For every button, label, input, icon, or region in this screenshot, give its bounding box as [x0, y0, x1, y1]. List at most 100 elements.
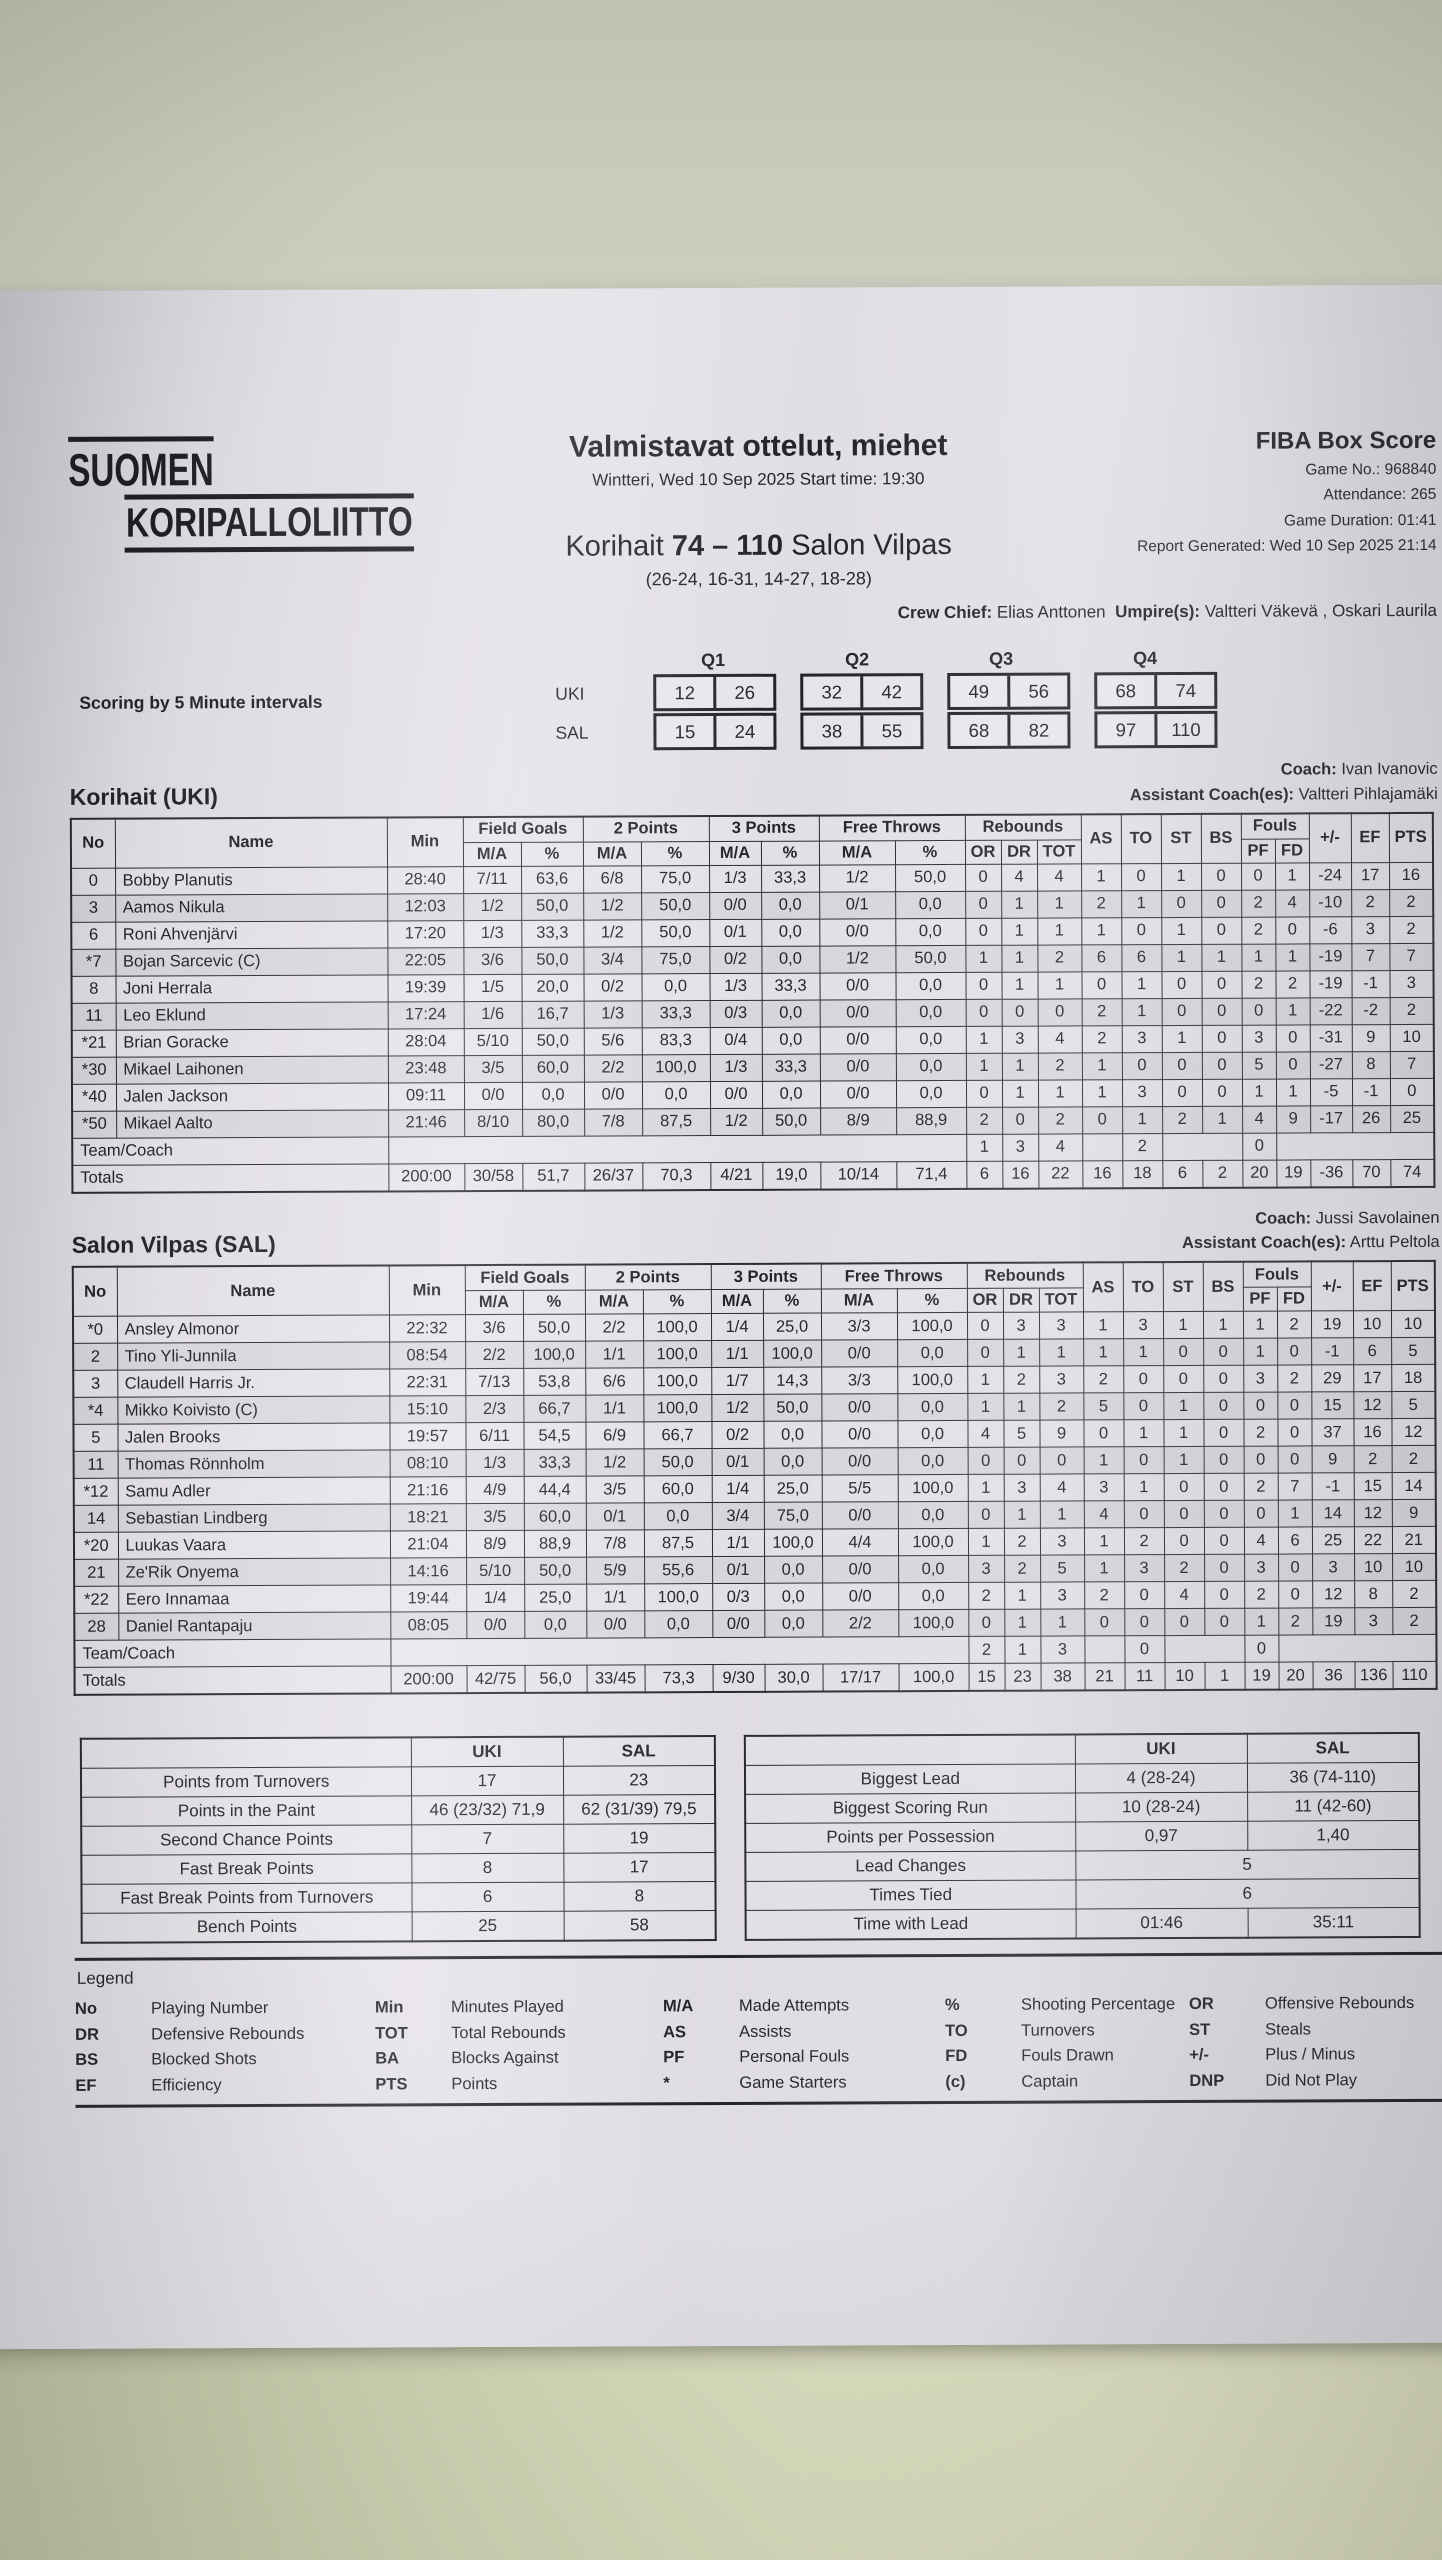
stats-value-sal: 36 (74-110) — [1246, 1762, 1420, 1793]
away-team-name: Salon Vilpas — [791, 528, 952, 562]
cell-no: 21 — [74, 1559, 119, 1587]
cell-no: *21 — [71, 1029, 116, 1057]
totals-row: Totals 200:00 42/75 56,0 33/45 73,3 9/30 30,0 17… — [74, 1661, 1437, 1695]
col-ma: M/A — [710, 1289, 763, 1314]
cell-or: 1 — [965, 1025, 1002, 1053]
col-bs: BS — [1200, 813, 1242, 863]
cell-3p-pct: 25,0 — [763, 1475, 822, 1503]
cell-to: 0 — [1123, 1392, 1164, 1420]
cell-pf: 0 — [1241, 862, 1276, 890]
stats-label: Points from Turnovers — [80, 1766, 412, 1798]
col-or: OR — [966, 1288, 1003, 1313]
cell-3p-pct: 0,0 — [764, 1583, 823, 1611]
cell-to: 2 — [1123, 1527, 1165, 1555]
cell-ft-pct: 100,0 — [897, 1474, 968, 1502]
cell-min: 17:24 — [387, 1001, 464, 1029]
cell-pf: 2 — [1241, 889, 1276, 917]
col-ma: M/A — [462, 841, 522, 867]
cell-as: 3 — [1083, 1473, 1124, 1501]
cell-ef: -1 — [1351, 970, 1390, 998]
cell-pts: 16 — [1389, 861, 1434, 890]
cell-to: 3 — [1124, 1554, 1165, 1582]
cell-or: 0 — [965, 863, 1002, 891]
cell-bs: 0 — [1203, 1446, 1244, 1474]
legend-abbr: BS — [75, 2050, 99, 2070]
col-group-fouls: Fouls — [1242, 1261, 1311, 1288]
interval-score-cell: 68 — [950, 714, 1011, 746]
cell-3p-ma: 1/4 — [711, 1475, 764, 1503]
cell-ef: 7 — [1351, 943, 1390, 971]
cell-3p-ma: 0/2 — [709, 945, 762, 974]
interval-quarter-box: 12 26 — [653, 673, 777, 712]
cell-fd: 6 — [1277, 1526, 1313, 1555]
cell-fg-pct: 54,5 — [523, 1422, 586, 1450]
cell-dr: 1 — [1004, 1636, 1041, 1664]
cell-as — [1084, 1635, 1125, 1663]
cell-ef: 12 — [1353, 1499, 1392, 1527]
cell-min: 09:11 — [387, 1082, 465, 1110]
cell-min: 22:31 — [389, 1368, 466, 1396]
cell-ft-pct: 100,0 — [897, 1366, 968, 1394]
stats-value-merged: 5 — [1075, 1849, 1420, 1880]
cell-as: 5 — [1083, 1392, 1124, 1420]
col-ma: M/A — [584, 1289, 643, 1315]
crew-chief-label: Crew Chief: — [897, 602, 993, 623]
crew-chief-name: Elias Anttonen — [996, 602, 1106, 622]
cell-to: 0 — [1123, 1365, 1164, 1393]
cell-min: 18:21 — [389, 1503, 466, 1531]
cell-as: 1 — [1083, 1311, 1124, 1339]
cell-as: 1 — [1083, 1446, 1124, 1474]
cell-2p-pct: 75,0 — [641, 865, 710, 893]
cell-2p-ma: 7/8 — [584, 1108, 643, 1136]
legend-abbr: OR — [1188, 1994, 1214, 2013]
cell-or: 2 — [966, 1106, 1003, 1134]
cell-fg-ma: 3/6 — [463, 946, 522, 975]
legend-column: OR Offensive Rebounds ST Steals +/- Plus / Mi… — [1189, 1993, 1442, 2092]
cell-fg-ma: 1/3 — [465, 1449, 524, 1477]
cell-ft-ma: 10/14 — [820, 1161, 897, 1190]
col-group-2points: 2 Points — [584, 1264, 711, 1291]
interval-score-cell: 82 — [1028, 719, 1050, 741]
legend-description: Assists — [739, 2022, 792, 2041]
cell-or: 1 — [967, 1366, 1004, 1394]
stats-header-team: SAL — [562, 1736, 715, 1767]
cell-ef: 10 — [1353, 1310, 1392, 1338]
cell-pts: 110 — [1392, 1661, 1437, 1690]
cell-name: Mikael Laihonen — [115, 1055, 388, 1084]
stats-value-sal: 8 — [563, 1881, 716, 1912]
col-group-3points: 3 Points — [708, 815, 819, 842]
cell-bs: 0 — [1203, 1365, 1244, 1393]
cell-name: Sebastian Lindberg — [117, 1503, 390, 1533]
cell-ft-ma: 0/0 — [822, 1582, 899, 1611]
cell-min: 12:03 — [387, 893, 464, 921]
interval-score-cell: 55 — [881, 719, 903, 741]
col-group-field-goals: Field Goals — [462, 816, 583, 843]
stats-header-team: UKI — [410, 1736, 563, 1767]
cell-tot: 4 — [1038, 1133, 1083, 1161]
cell-pts: 2 — [1389, 915, 1434, 944]
col-group-field-goals: Field Goals — [464, 1264, 585, 1291]
cell-dr: 0 — [1001, 998, 1038, 1026]
cell-fg-pct: 44,4 — [523, 1476, 586, 1504]
cell-dr: 2 — [1003, 1366, 1040, 1394]
cell-3p-ma: 4/21 — [710, 1161, 763, 1190]
stats-header-row: UKI SAL — [744, 1732, 1419, 1766]
legend-description: Playing Number — [150, 1998, 269, 2018]
cell-name: Bojan Sarcevic (C) — [115, 947, 388, 976]
col-pct: % — [642, 1289, 711, 1314]
cell-as: 2 — [1084, 1581, 1125, 1609]
cell-ft-pct: 0,0 — [898, 1582, 969, 1610]
cell-2p-ma: 1/1 — [585, 1340, 644, 1369]
cell-ft-ma: 0/0 — [819, 1026, 896, 1054]
cell-pts: 7 — [1389, 1050, 1434, 1079]
cell-ft-ma: 0/0 — [819, 1053, 896, 1081]
cell-ft-ma: 0/0 — [821, 1501, 898, 1530]
cell-2p-ma: 7/8 — [585, 1529, 645, 1558]
cell-no: 3 — [73, 1370, 118, 1398]
cell-no: *50 — [72, 1110, 117, 1138]
cell-pf: 0 — [1243, 1500, 1278, 1528]
stats-value-uki: 7 — [411, 1824, 564, 1854]
cell-fg-pct: 60,0 — [523, 1503, 586, 1531]
cell-dr: 1 — [1003, 1501, 1040, 1529]
logo-text-line2: KORIPALLOLIITTO — [124, 493, 415, 553]
